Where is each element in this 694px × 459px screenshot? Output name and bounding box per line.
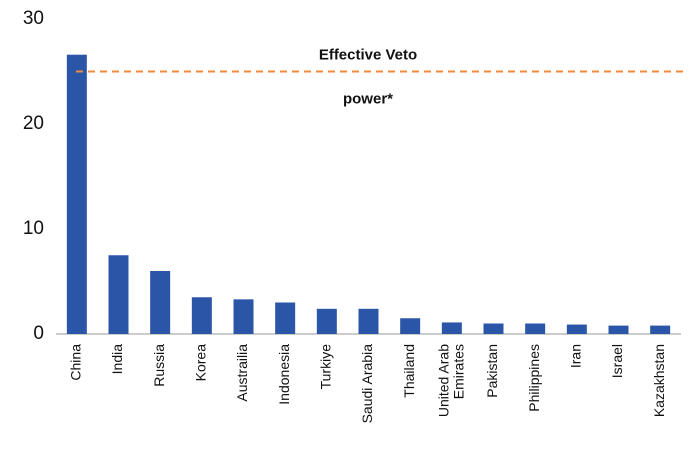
x-tick-label: India [109,344,125,375]
x-tick-label: Pakistan [484,344,500,398]
y-tick-label: 30 [23,8,44,29]
x-tick-label: Russia [151,344,167,387]
x-tick-label: China [68,344,84,381]
bar [608,325,629,334]
x-tick-label: Philippines [526,344,542,412]
bar [66,54,87,334]
x-tick-label: Israel [609,344,625,378]
x-tick-label: Saudi Arabia [359,344,375,424]
bar [358,308,379,334]
annotation: power* [343,90,393,107]
x-tick-label: Austrailia [234,344,250,402]
bar [108,255,129,334]
x-tick-label: Thailand [401,344,417,398]
y-tick-label: 20 [23,113,44,134]
bar [400,318,421,334]
bar [483,323,504,334]
x-tick-label: Indonesia [276,344,292,405]
x-tick-label: United ArabEmirates [435,344,466,417]
y-tick-label: 10 [23,218,44,239]
y-tick-label: 0 [33,323,44,344]
annotation: Effective Veto [319,46,417,63]
x-tick-label: Kazakhstan [651,344,667,417]
bar [150,271,171,334]
bar [566,324,587,334]
bar [275,302,296,334]
bar [191,297,212,334]
bar [650,325,671,334]
x-tick-label: Iran [568,344,584,368]
bar [316,308,337,334]
bar [525,323,546,334]
bar [441,322,462,334]
bar [233,299,254,334]
x-tick-label: Turkiye [318,344,334,390]
x-tick-label: Korea [193,344,209,382]
